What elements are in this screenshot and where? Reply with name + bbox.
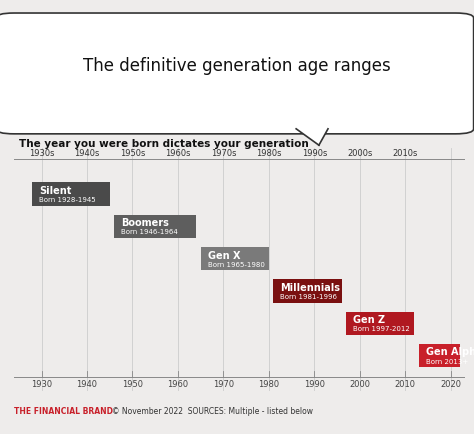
Text: 2010s: 2010s <box>392 149 418 158</box>
Text: Born 1965-1980: Born 1965-1980 <box>208 262 264 267</box>
FancyBboxPatch shape <box>201 247 269 270</box>
Text: 1930s: 1930s <box>29 149 54 158</box>
Text: Born 1981-1996: Born 1981-1996 <box>280 294 337 300</box>
Text: 1970: 1970 <box>213 380 234 389</box>
Text: Gen Z: Gen Z <box>353 315 385 325</box>
Text: Silent: Silent <box>39 186 72 196</box>
Text: 1980s: 1980s <box>256 149 282 158</box>
Text: Born 1997-2012: Born 1997-2012 <box>353 326 410 332</box>
Text: THE FINANCIAL BRAND: THE FINANCIAL BRAND <box>14 407 113 416</box>
Text: 1940s: 1940s <box>74 149 100 158</box>
FancyBboxPatch shape <box>273 279 342 302</box>
Text: 1990: 1990 <box>304 380 325 389</box>
FancyBboxPatch shape <box>32 182 110 206</box>
Text: Gen X: Gen X <box>208 250 240 260</box>
Text: Born 1928-1945: Born 1928-1945 <box>39 197 96 203</box>
Text: 2010: 2010 <box>395 380 416 389</box>
Text: 1940: 1940 <box>76 380 98 389</box>
Text: 1960s: 1960s <box>165 149 191 158</box>
Text: Boomers: Boomers <box>121 218 169 228</box>
Text: 1960: 1960 <box>167 380 189 389</box>
Text: © November 2022  SOURCES: Multiple - listed below: © November 2022 SOURCES: Multiple - list… <box>112 407 313 416</box>
Text: 2000: 2000 <box>349 380 370 389</box>
FancyBboxPatch shape <box>346 312 414 335</box>
Text: 1930: 1930 <box>31 380 52 389</box>
Text: 2000s: 2000s <box>347 149 373 158</box>
Text: 1950s: 1950s <box>120 149 145 158</box>
Text: Gen Alpha: Gen Alpha <box>426 348 474 358</box>
Text: Millennials: Millennials <box>280 283 340 293</box>
FancyBboxPatch shape <box>419 344 460 367</box>
Text: 1970s: 1970s <box>211 149 236 158</box>
Text: 1990s: 1990s <box>302 149 327 158</box>
Text: The definitive generation age ranges: The definitive generation age ranges <box>83 57 391 75</box>
Text: 2020: 2020 <box>440 380 461 389</box>
Text: 1980: 1980 <box>258 380 280 389</box>
Polygon shape <box>296 129 328 145</box>
FancyBboxPatch shape <box>114 215 196 238</box>
FancyBboxPatch shape <box>0 13 474 134</box>
Text: The year you were born dictates your generation: The year you were born dictates your gen… <box>19 139 309 149</box>
Text: 1950: 1950 <box>122 380 143 389</box>
Text: Born 1946-1964: Born 1946-1964 <box>121 229 178 235</box>
Text: Born 2013+: Born 2013+ <box>426 358 468 365</box>
